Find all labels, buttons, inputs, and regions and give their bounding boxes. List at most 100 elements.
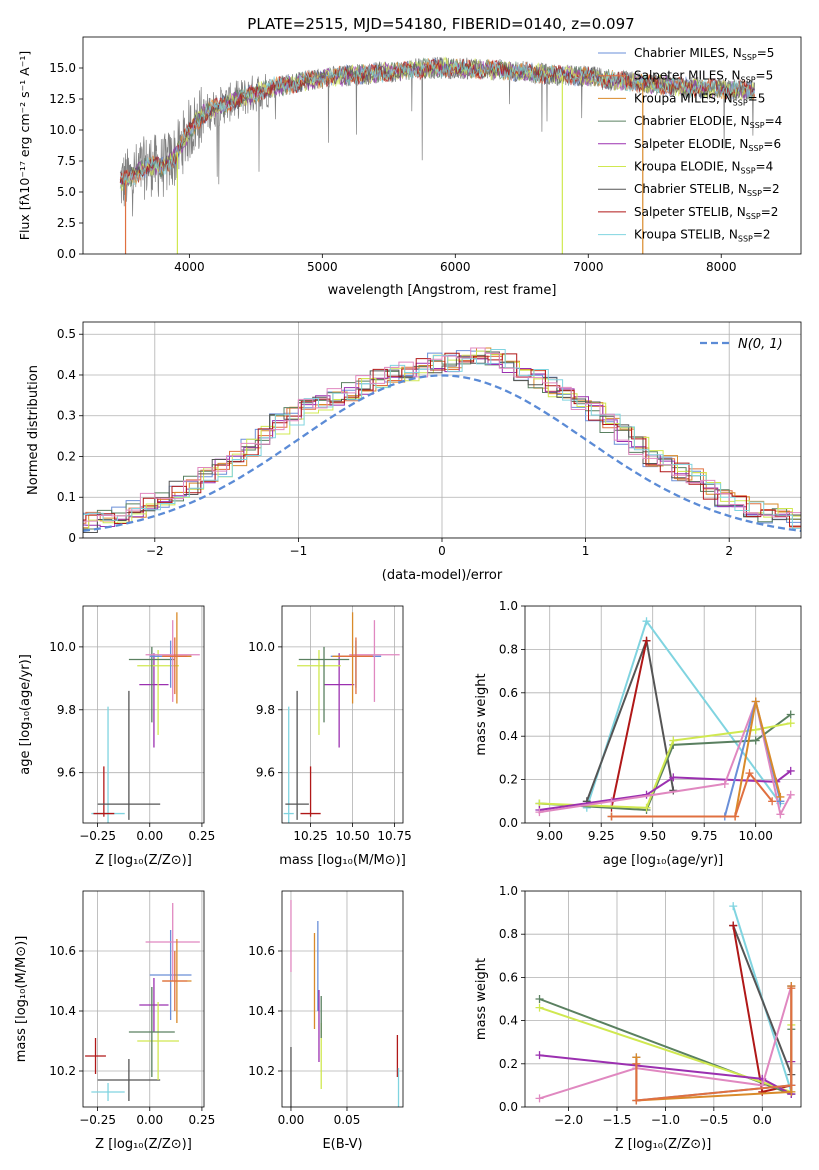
x-axis-label: age [log₁₀(age/yr)]: [603, 853, 724, 868]
weight-marker: [535, 1094, 544, 1103]
y-tick-label: 10.4: [248, 1004, 275, 1018]
legend-entry: Chabrier MILES, NSSP=5: [634, 46, 774, 62]
legend-text: Kroupa ELODIE, N: [634, 160, 741, 174]
y-tick-label: 9.8: [57, 703, 76, 717]
y-tick-label: 0.4: [57, 368, 76, 382]
x-tick-label: −0.25: [79, 1113, 116, 1127]
x-tick-label: 9.75: [691, 829, 718, 843]
legend-text-suffix: =4: [765, 114, 783, 128]
axes-frame: [524, 890, 802, 1108]
x-tick-label: −1.5: [602, 1113, 631, 1127]
panel-3: 10.25 10.50 10.75 9.6 9.8 10.0 mass [log₁₀(M/M…: [248, 605, 412, 868]
weight-marker: [729, 921, 738, 930]
weight-marker: [669, 736, 678, 745]
x-tick-label: 10.25: [293, 829, 327, 843]
x-tick-label: 4000: [174, 260, 205, 274]
weight-marker: [535, 808, 544, 817]
axes-frame: [82, 36, 802, 255]
plot-area: [83, 322, 801, 538]
y-tick-label: 0.6: [499, 970, 518, 984]
x-tick-label: 0.00: [136, 829, 163, 843]
legend-subscript: SSP: [733, 98, 748, 107]
x-axis-label: wavelength [Angstrom, rest frame]: [328, 283, 557, 298]
panel-7: −2.0 −1.5 −1.0 −0.5 0.0 0.0 0.2 0.4 0.6 0.8 1.0 Z […: [474, 884, 802, 1152]
legend-text-suffix: =6: [763, 137, 781, 151]
weight-marker: [751, 736, 760, 745]
weight-line: [611, 701, 782, 818]
legend-text: Chabrier STELIB, N: [634, 182, 747, 196]
y-tick-label: 0.2: [57, 449, 76, 463]
weight-marker: [535, 995, 544, 1003]
x-tick-label: 6000: [440, 260, 471, 274]
residual-histogram: [83, 352, 801, 527]
y-tick-label: 10.6: [49, 944, 76, 958]
weight-marker: [729, 902, 738, 911]
x-tick-label: −2: [146, 544, 164, 558]
weight-line: [732, 925, 793, 1075]
panel-5: −0.25 0.00 0.25 10.2 10.4 10.6 Z [log₁₀(Z/Z⊙)]…: [14, 890, 215, 1152]
legend-entry: Salpeter MILES, NSSP=5: [634, 69, 773, 85]
weight-marker: [720, 779, 729, 788]
x-tick-label: 0.00: [278, 1113, 305, 1127]
weight-marker: [669, 773, 678, 782]
legend-subscript: SSP: [746, 212, 761, 221]
weight-line: [611, 771, 773, 818]
figure-title: PLATE=2515, MJD=54180, FIBERID=0140, z=0…: [247, 15, 634, 33]
residual-histogram: [83, 351, 801, 533]
x-axis-label: Z [log₁₀(Z/Z⊙)]: [95, 1137, 192, 1152]
axes-frame: [281, 605, 404, 824]
x-tick-label: 1: [582, 544, 590, 558]
weight-marker: [787, 984, 796, 993]
plot-area: [282, 891, 403, 1107]
x-tick-label: −1: [290, 544, 308, 558]
y-tick-label: 0.6: [499, 686, 518, 700]
y-tick-label: 12.5: [49, 92, 76, 106]
legend-entry: Kroupa STELIB, NSSP=2: [634, 228, 771, 244]
legend-subscript: SSP: [741, 167, 756, 176]
weight-marker: [768, 797, 777, 806]
weight-marker: [745, 769, 754, 778]
legend-text-suffix: =5: [757, 46, 775, 60]
x-tick-label: 10.75: [377, 829, 411, 843]
y-tick-label: 2.5: [57, 216, 76, 230]
legend-subscript: SSP: [750, 121, 765, 130]
x-axis-label: mass [log₁₀(M/M⊙)]: [279, 853, 406, 868]
x-tick-label: 0.00: [136, 1113, 163, 1127]
y-tick-label: 0.0: [57, 247, 76, 261]
legend-entry: Chabrier ELODIE, NSSP=4: [634, 114, 782, 130]
y-axis-label: mass weight: [474, 958, 489, 1040]
panel-6: 0.00 0.05 10.2 10.4 10.6 E(B-V): [248, 890, 404, 1152]
weight-marker: [642, 803, 651, 812]
weight-marker: [535, 1051, 544, 1060]
legend-subscript: SSP: [747, 189, 762, 198]
legend-text-suffix: =2: [761, 205, 779, 219]
weight-marker: [786, 719, 795, 728]
legend-text-suffix: =2: [762, 182, 780, 196]
y-tick-label: 0: [68, 531, 76, 545]
x-tick-label: 10.00: [739, 829, 773, 843]
y-tick-label: 10.2: [49, 1064, 76, 1078]
y-tick-label: 0.5: [57, 327, 76, 341]
y-tick-label: 0.4: [499, 729, 518, 743]
legend-entry: Kroupa ELODIE, NSSP=4: [634, 160, 773, 176]
y-tick-label: 0.0: [499, 816, 518, 830]
x-axis-label: (data-model)/error: [382, 568, 503, 583]
weight-marker: [751, 697, 760, 706]
legend-subscript: SSP: [742, 53, 757, 62]
weight-marker: [787, 1081, 796, 1090]
legend-subscript: SSP: [738, 235, 753, 244]
legend-text: Kroupa MILES, N: [634, 91, 733, 105]
legend-entry: Salpeter STELIB, NSSP=2: [634, 205, 778, 221]
plot-area: [282, 606, 403, 823]
weight-marker: [535, 1003, 544, 1012]
x-axis-label: E(B-V): [322, 1137, 362, 1152]
y-axis-label: mass weight: [474, 673, 489, 755]
y-axis-label: Normed distribution: [26, 365, 41, 495]
weight-marker: [642, 636, 651, 645]
axes-frame: [82, 605, 205, 824]
y-tick-label: 0.0: [499, 1100, 518, 1114]
x-tick-label: 0.25: [189, 829, 216, 843]
panel-0: 4000 5000 6000 7000 8000 0.0 2.5 5.0 7.5 10.0 12.5…: [17, 36, 802, 298]
weight-line: [610, 640, 648, 809]
